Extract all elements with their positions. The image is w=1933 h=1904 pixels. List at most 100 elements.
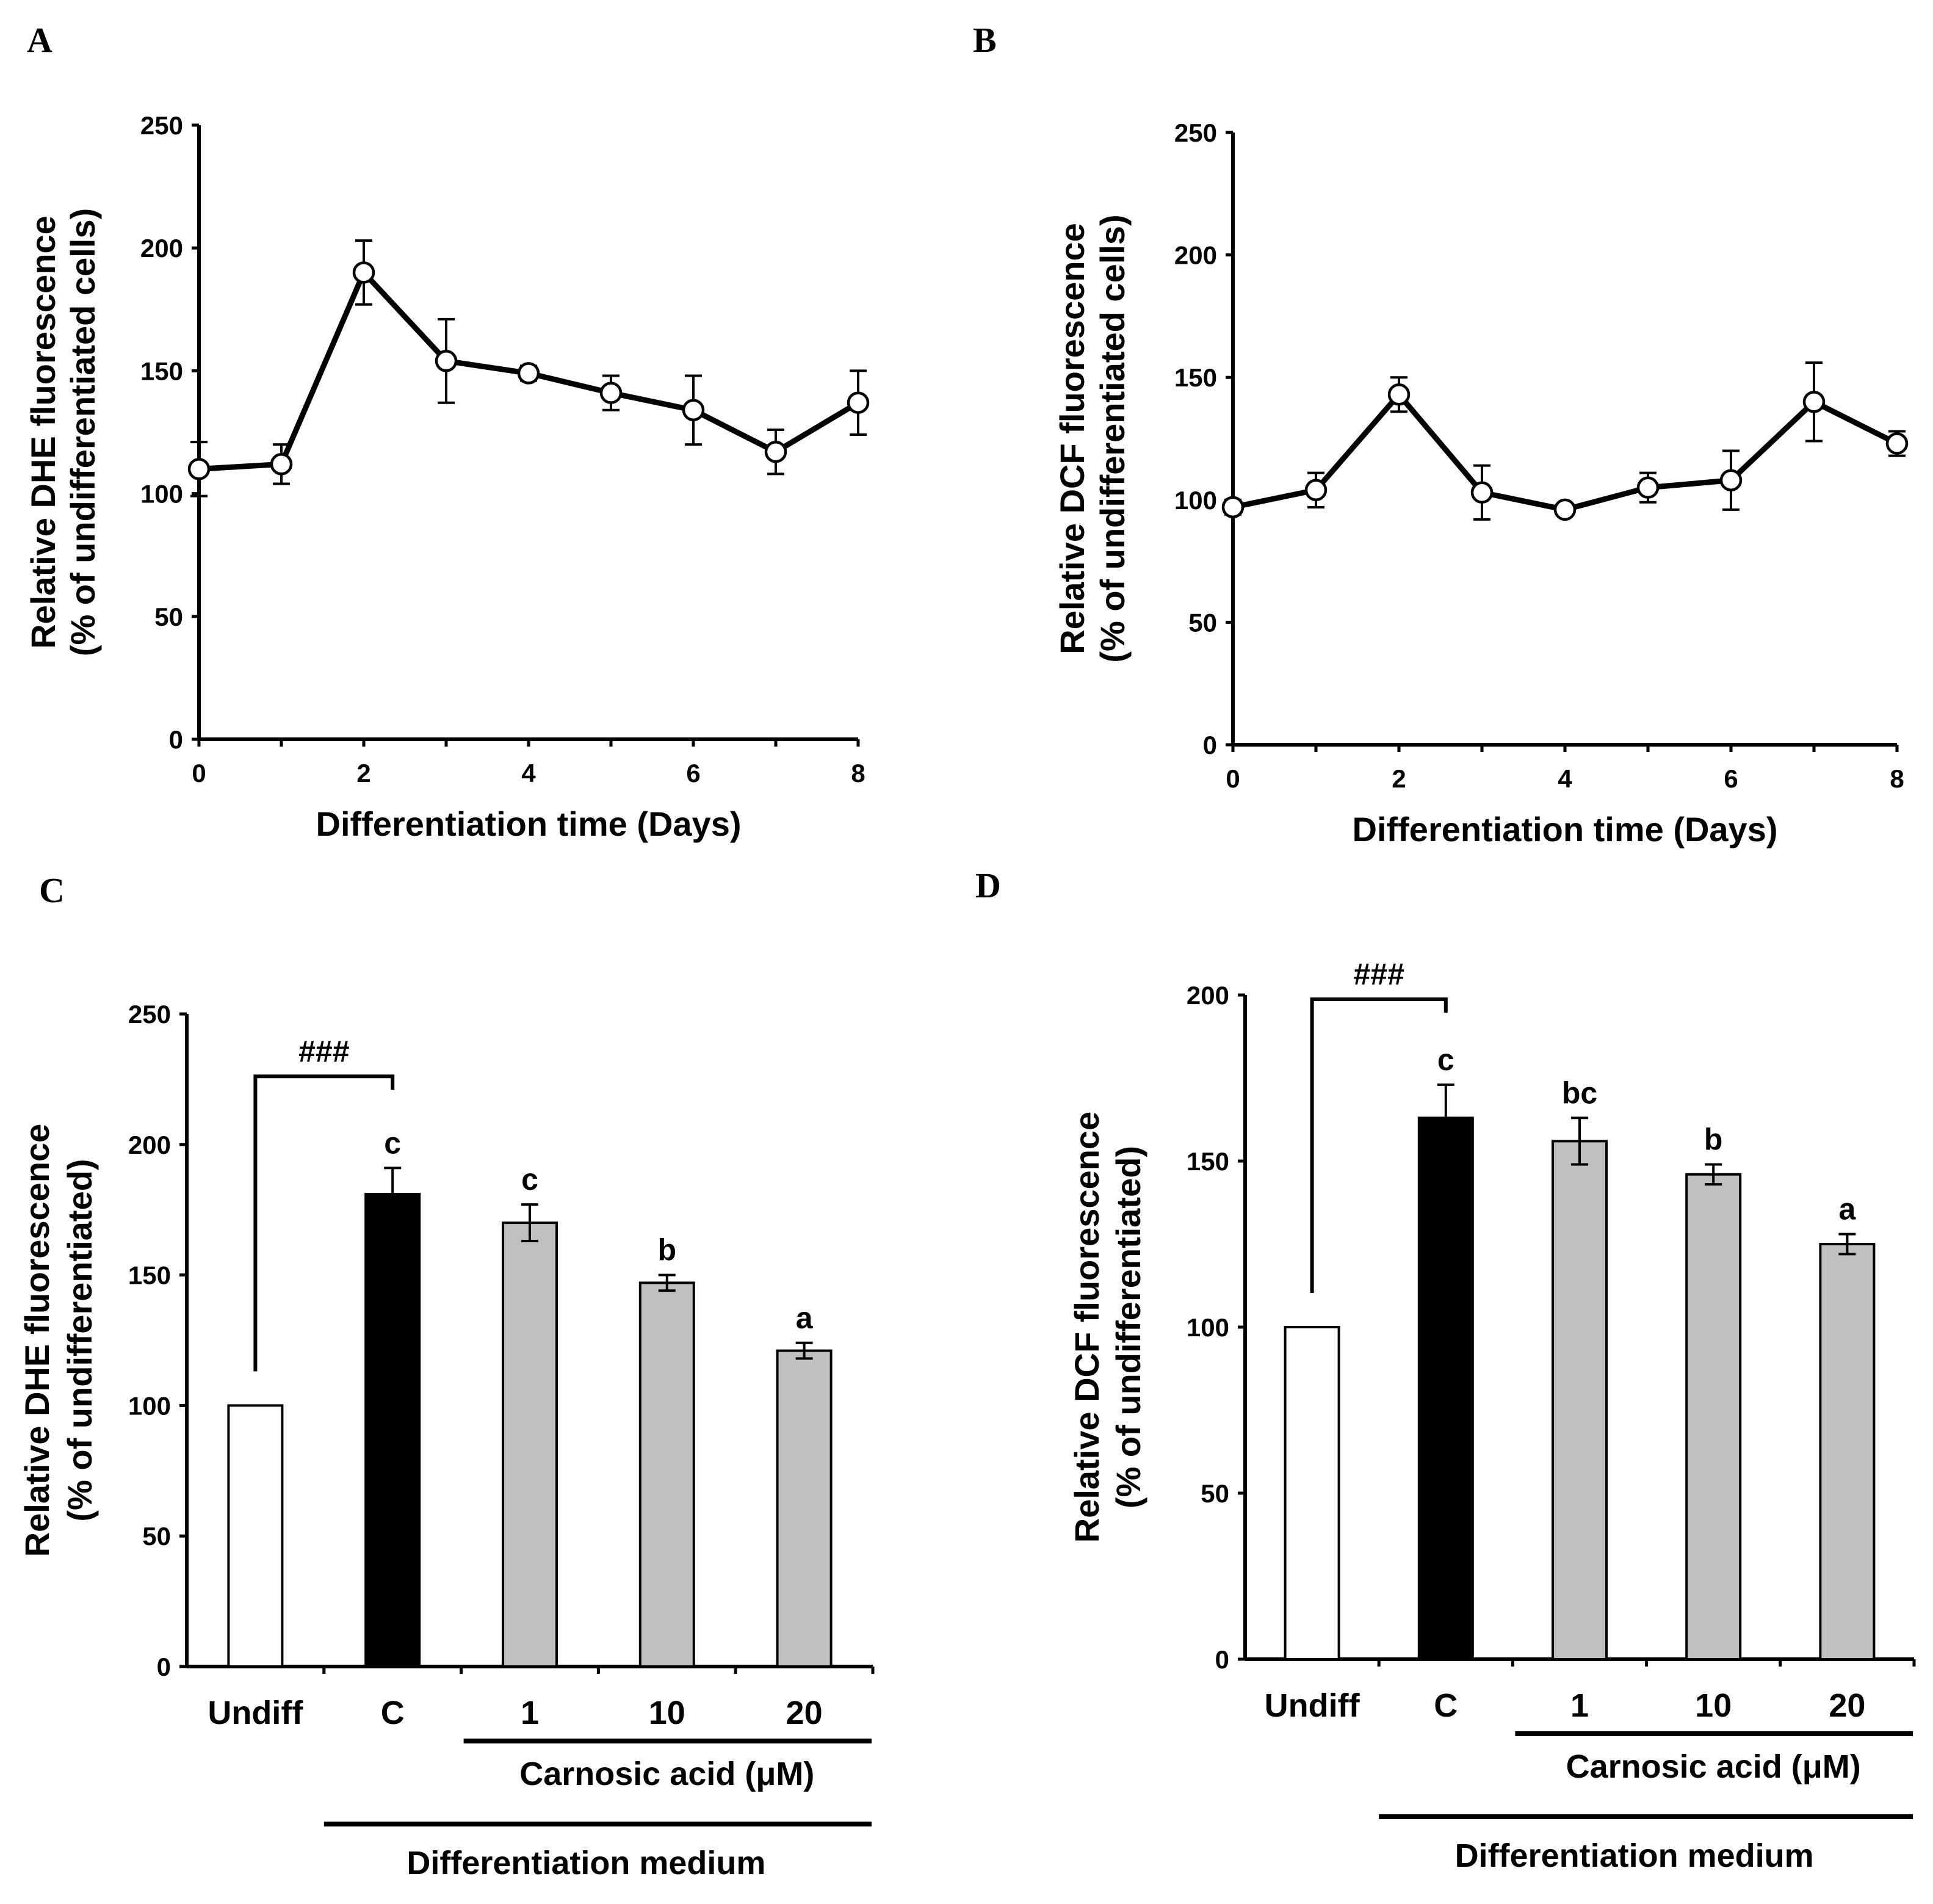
bar (364, 1193, 421, 1668)
data-point (1636, 476, 1660, 499)
data-point (435, 350, 458, 372)
x-tick-label: 8 (1890, 764, 1904, 793)
y-axis-title-line1: Relative DCF fluorescence (1068, 1112, 1106, 1543)
data-point (1553, 498, 1577, 521)
x-axis-title: Differentiation time (Days) (1353, 810, 1778, 849)
category-label: Undiff (208, 1695, 303, 1731)
y-tick-label: 150 (140, 357, 183, 385)
data-point (1221, 496, 1245, 519)
x-tick-label: 0 (1226, 764, 1240, 793)
y-tick-label: 50 (142, 1522, 171, 1551)
significance-letter: bc (1562, 1076, 1597, 1110)
y-tick-label: 250 (140, 111, 183, 140)
y-tick-label: 150 (128, 1261, 171, 1290)
chart-a: 0 50 100 150 200 250 0 2 4 6 8 Differentiation time… (24, 111, 870, 843)
data-point (187, 458, 211, 480)
data-point (1719, 469, 1743, 491)
significance-letter: b (1704, 1122, 1723, 1156)
significance-letter: a (796, 1301, 814, 1335)
carnosic-acid-label: Carnosic acid (μM) (1566, 1748, 1861, 1785)
y-axis-title-line1: Relative DHE fluorescence (18, 1124, 56, 1557)
bar (1685, 1173, 1742, 1660)
y-tick-label: 250 (128, 1000, 171, 1029)
y-tick-label: 200 (1174, 241, 1217, 270)
category-label: 20 (1829, 1687, 1865, 1724)
y-tick-label: 200 (1187, 981, 1229, 1010)
x-tick-label: 4 (521, 759, 536, 787)
y-tick-label: 150 (1174, 363, 1217, 392)
y-axis-title-line2: (% of undifferentiated) (1109, 1146, 1147, 1508)
y-axis-title-line2: (% of undifferentiated) (60, 1159, 99, 1521)
y-axis-title-line2: (% of undifferentiated cells) (63, 208, 102, 656)
x-tick-label: 6 (1724, 764, 1738, 793)
x-tick-label: 2 (356, 759, 370, 787)
bar (638, 1281, 695, 1668)
x-tick-label: 0 (192, 759, 206, 787)
category-label: 1 (1570, 1687, 1589, 1724)
x-tick-label: 4 (1558, 764, 1572, 793)
y-tick-label: 50 (1188, 608, 1217, 637)
y-tick-label: 150 (1187, 1147, 1229, 1176)
y-axis-title-line2: (% of undifferentiated cells) (1093, 214, 1132, 662)
significance-letter: b (658, 1233, 677, 1267)
x-tick-label: 6 (686, 759, 700, 787)
data-point (517, 362, 540, 385)
category-label: 1 (521, 1695, 539, 1731)
bar (227, 1404, 284, 1668)
data-point (1885, 432, 1909, 455)
category-label: 20 (786, 1695, 823, 1731)
carnosic-acid-label: Carnosic acid (μM) (519, 1756, 814, 1792)
category-label: Undiff (1265, 1687, 1360, 1724)
chart-c: 0 50 100 150 200 250 Undiff c Cc 1 b 10 a 20 ### Carnos… (18, 1000, 875, 1881)
significance-letter: c (521, 1162, 538, 1196)
data-point (1802, 391, 1826, 413)
data-point (1304, 479, 1328, 502)
data-point (1387, 383, 1411, 406)
x-tick-label: 2 (1392, 764, 1406, 793)
category-label: 10 (649, 1695, 685, 1731)
y-tick-label: 50 (1201, 1479, 1229, 1508)
y-tick-label: 200 (140, 234, 183, 262)
bracket-label: ### (1353, 957, 1404, 991)
significance-letter: c (1437, 1043, 1454, 1077)
y-tick-label: 200 (128, 1131, 171, 1159)
y-tick-label: 100 (1174, 486, 1217, 515)
x-tick-label: 8 (851, 759, 865, 787)
chart-b: 0 50 100 150 200 250 0 2 4 6 8 Differentiation time… (1053, 118, 1909, 849)
data-point (764, 440, 787, 463)
significance-bracket (1310, 997, 1448, 1293)
bar (776, 1349, 833, 1668)
data-point (682, 399, 705, 422)
bar (1819, 1243, 1876, 1660)
data-point (270, 453, 293, 476)
y-tick-label: 100 (128, 1391, 171, 1420)
y-axis-title-line1: Relative DCF fluorescence (1053, 223, 1091, 654)
category-label: C (1434, 1687, 1458, 1724)
category-label: C (381, 1695, 405, 1731)
panel-label-c: C (39, 871, 65, 910)
data-point (847, 391, 870, 414)
category-label: 10 (1695, 1687, 1732, 1724)
panel-label-a: A (27, 20, 52, 60)
bar (1284, 1326, 1340, 1660)
bar (1552, 1140, 1608, 1660)
panel-label-b: B (973, 20, 997, 60)
y-tick-label: 100 (1187, 1313, 1229, 1342)
chart-d: 0 50 100 150 200 Undiff c Cbc 1 b 10 a 20 ### Carnosic… (1068, 957, 1916, 1874)
y-tick-label: 250 (1174, 118, 1217, 147)
data-point (599, 382, 623, 404)
differentiation-medium-label: Differentiation medium (1455, 1837, 1814, 1874)
significance-letter: c (384, 1126, 401, 1160)
y-axis-title-line1: Relative DHE fluorescence (24, 215, 62, 649)
series-line (1232, 391, 1899, 513)
bar (502, 1222, 558, 1668)
panel-label-d: D (975, 866, 1001, 905)
data-point (1470, 481, 1494, 504)
x-axis-title: Differentiation time (Days) (316, 805, 742, 843)
y-tick-label: 0 (169, 725, 183, 754)
significance-bracket (253, 1074, 395, 1372)
y-tick-label: 50 (154, 603, 183, 631)
bar (1417, 1117, 1474, 1660)
data-point (352, 261, 375, 284)
